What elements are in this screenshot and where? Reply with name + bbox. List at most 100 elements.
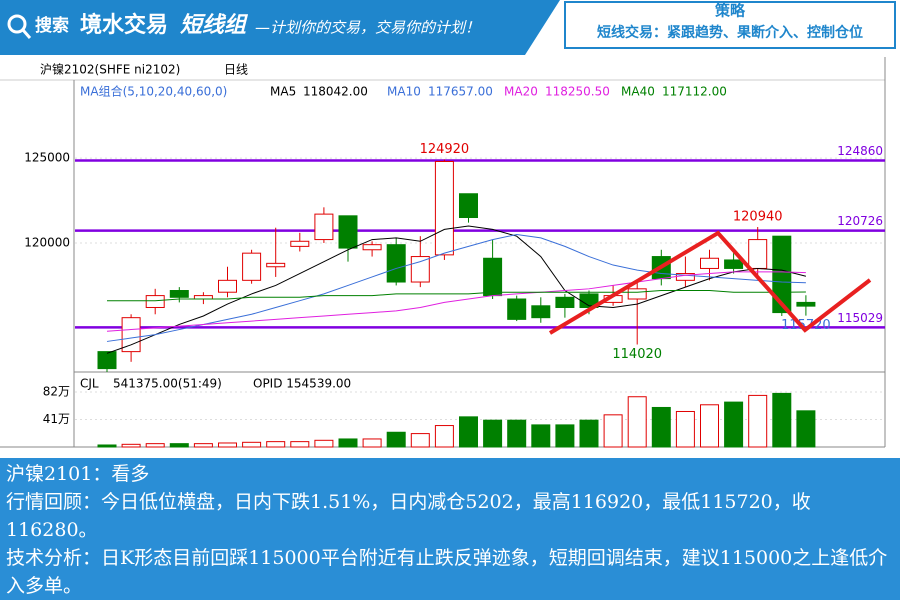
- candle-body: [290, 240, 310, 247]
- candle-body: [169, 290, 189, 298]
- volume-bar: [145, 443, 165, 448]
- level-label: 124860: [837, 144, 883, 158]
- candle-body: [362, 244, 382, 251]
- volume-bar: [507, 419, 527, 448]
- volume-tick-label: 41万: [43, 412, 70, 426]
- candle-body: [531, 305, 551, 319]
- level-label: 115029: [837, 311, 883, 325]
- commentary-review: 行情回顾：今日低位横盘，日内下跌1.51%，日内减仓5202，最高116920，…: [6, 491, 811, 541]
- volume-bar: [603, 414, 623, 448]
- volume-bar: [724, 401, 744, 448]
- symbol: 沪镍2102(SHFE ni2102): [40, 63, 180, 77]
- candle-body: [314, 213, 334, 241]
- legend-name: MA5: [270, 85, 296, 99]
- candle-body: [459, 193, 478, 219]
- commentary: 沪镍2101：看多 行情回顾：今日低位横盘，日内下跌1.51%，日内减仓5202…: [0, 458, 900, 600]
- legend-value: 118042.00: [303, 85, 368, 99]
- ma-line: [106, 225, 807, 354]
- volume-bar: [651, 406, 671, 448]
- y-tick-label: 125000: [24, 151, 70, 165]
- opid-readout: OPID 154539.00: [253, 377, 351, 391]
- legend-name: MA40: [621, 85, 655, 99]
- search-icon: [7, 14, 27, 34]
- ma-line: [106, 271, 806, 332]
- candle-body: [338, 215, 358, 249]
- volume-label: CJL: [80, 377, 99, 391]
- price-annotation: 114020: [612, 347, 662, 362]
- slogan: —计划你的交易，交易你的计划！: [255, 19, 480, 37]
- candle-body: [700, 257, 719, 269]
- screen: 搜索 境水交易 短线组 —计划你的交易，交易你的计划！ 策略 短线交易：紧跟趋势…: [0, 0, 896, 448]
- volume-bar: [579, 419, 599, 448]
- candle-body: [386, 244, 406, 283]
- candle-body: [410, 256, 430, 283]
- candle-body: [145, 295, 165, 308]
- candle-body: [193, 295, 213, 300]
- brand: 搜索: [35, 15, 69, 36]
- candle-body: [266, 262, 286, 268]
- volume-bar: [266, 441, 286, 448]
- volume-bar: [193, 443, 213, 448]
- volume-bar: [338, 438, 358, 448]
- level-label: 120726: [837, 214, 883, 228]
- y-tick-label: 120000: [24, 235, 70, 249]
- ma-label[interactable]: MA组合(5,10,20,40,60,0): [80, 84, 227, 99]
- brand-name: 境水交易: [80, 12, 168, 38]
- header-band: [0, 0, 560, 55]
- group: 短线组: [180, 12, 249, 38]
- candle-body: [483, 257, 503, 297]
- candle-body: [434, 160, 454, 256]
- candle-body: [724, 259, 744, 269]
- volume-bar: [531, 424, 551, 448]
- volume-bar: [97, 444, 117, 448]
- period[interactable]: 日线: [224, 63, 248, 77]
- volume-bar: [748, 394, 768, 448]
- volume-bar: [627, 396, 647, 448]
- legend-value: 117112.00: [662, 85, 727, 99]
- volume-readout: 541375.00(51:49): [113, 377, 222, 391]
- volume-bar: [242, 441, 262, 448]
- volume-bar: [675, 410, 695, 448]
- commentary-analysis: 技术分析：日K形态目前回踩115000平台附近有止跌反弹迹象，短期回调结束，建议…: [6, 547, 888, 597]
- zigzag-drawing: [548, 230, 872, 335]
- candle-body: [772, 235, 792, 314]
- candle-body: [748, 239, 768, 269]
- price-annotation: 124920: [420, 142, 470, 157]
- volume-bar: [410, 433, 430, 448]
- strategy-box: [564, 1, 896, 49]
- plot: 120000 125000 124860 120726 115029 MA5 118042.…: [24, 85, 885, 448]
- legend-name: MA20: [504, 85, 538, 99]
- legend-value: 117657.00: [428, 85, 493, 99]
- volume-bar: [555, 424, 575, 448]
- candle-body: [796, 301, 816, 307]
- ma-line: [106, 233, 806, 342]
- volume-bar: [772, 392, 792, 448]
- volume-bar: [290, 441, 310, 448]
- legend-value: 118250.50: [545, 85, 610, 99]
- volume-bar: [362, 438, 382, 448]
- volume-bar: [700, 404, 719, 448]
- volume-bar: [459, 416, 478, 448]
- volume-bar: [483, 419, 503, 448]
- candle-body: [627, 288, 647, 300]
- volume-bar: [796, 410, 816, 448]
- volume-bar: [218, 442, 237, 448]
- volume-bar: [121, 443, 141, 448]
- strategy: 短线交易：紧跟趋势、果断介入、控制仓位: [597, 24, 863, 41]
- ma-line: [107, 290, 806, 302]
- legend-name: MA10: [387, 85, 421, 99]
- volume-bar: [314, 439, 334, 448]
- search-icon: [21, 29, 32, 39]
- candle-body: [218, 279, 237, 293]
- volume-tick-label: 82万: [43, 385, 70, 399]
- price-annotation: 120940: [733, 210, 783, 225]
- commentary-title: 沪镍2101：看多: [6, 463, 150, 485]
- strategy-title: 策略: [714, 2, 746, 20]
- volume-bar: [169, 443, 189, 448]
- candle-body: [97, 351, 117, 370]
- volume-bar: [434, 425, 454, 448]
- candle-body: [507, 298, 527, 320]
- candle-body: [555, 296, 575, 308]
- volume-bar: [386, 431, 406, 448]
